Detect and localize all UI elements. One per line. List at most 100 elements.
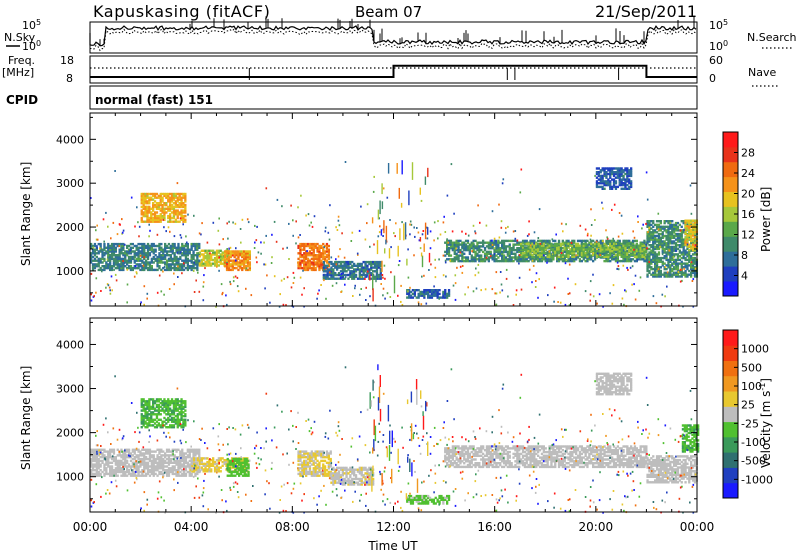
data-cell <box>648 256 651 260</box>
data-cell <box>328 277 331 280</box>
data-cell <box>126 454 129 457</box>
data-cell <box>337 273 341 277</box>
data-cell <box>639 248 642 251</box>
data-cell <box>691 260 695 263</box>
data-cell <box>614 185 618 189</box>
data-cell <box>139 259 142 262</box>
data-cell <box>620 169 623 172</box>
date-label: 21/Sep/2011 <box>595 2 697 21</box>
data-cell <box>146 213 149 216</box>
data-cell <box>648 248 650 251</box>
data-cell <box>590 239 593 243</box>
data-cell <box>137 469 140 472</box>
data-cell <box>109 450 112 453</box>
data-cell <box>641 253 644 257</box>
data-cell <box>612 182 616 185</box>
data-cell <box>428 294 432 297</box>
data-cell <box>663 251 666 254</box>
data-cell <box>560 252 563 254</box>
data-cell <box>682 262 685 265</box>
data-cell <box>573 250 576 253</box>
data-cell <box>586 258 589 261</box>
data-cell <box>550 254 553 257</box>
data-cell <box>246 252 250 255</box>
data-cell <box>542 246 545 249</box>
data-cell <box>248 257 251 261</box>
data-cell <box>240 241 242 244</box>
data-cell <box>116 470 119 474</box>
data-cell <box>609 182 612 185</box>
data-cell <box>575 250 578 253</box>
data-cell <box>434 276 437 279</box>
data-cell <box>501 182 504 185</box>
data-cell <box>531 245 534 248</box>
data-cell <box>468 252 471 255</box>
data-cell <box>219 255 222 258</box>
data-cell <box>489 247 492 250</box>
data-cell <box>221 251 224 254</box>
data-cell <box>686 223 689 227</box>
data-cell <box>563 254 566 257</box>
data-cell <box>360 205 362 208</box>
data-cell <box>447 258 451 261</box>
data-cell <box>655 223 659 227</box>
data-cell <box>582 239 585 243</box>
data-cell <box>227 255 231 259</box>
data-cell <box>95 469 98 472</box>
data-cell <box>501 239 504 243</box>
data-cell <box>150 450 153 453</box>
data-cell <box>139 454 142 457</box>
data-cell <box>210 257 213 260</box>
data-cell <box>186 242 189 246</box>
data-cell <box>327 252 330 255</box>
data-cell <box>310 266 313 270</box>
data-cell <box>107 244 110 248</box>
data-cell <box>157 214 160 218</box>
data-cell <box>622 251 625 255</box>
data-cell <box>235 261 238 264</box>
data-cell <box>686 237 689 241</box>
data-cell <box>275 240 278 243</box>
data-cell <box>97 467 100 470</box>
data-cell <box>383 220 385 234</box>
data-cell <box>635 255 638 258</box>
data-cell <box>548 241 551 244</box>
data-cell <box>542 250 545 253</box>
data-cell <box>237 254 240 257</box>
data-cell <box>323 257 327 261</box>
data-cell <box>666 285 668 288</box>
data-cell <box>139 452 142 455</box>
data-cell <box>145 265 148 268</box>
data-cell <box>493 237 496 240</box>
data-cell <box>377 273 380 277</box>
data-cell <box>325 254 329 257</box>
data-cell <box>607 248 610 251</box>
data-cell <box>226 303 228 306</box>
data-cell <box>95 291 97 294</box>
data-cell <box>165 207 168 210</box>
data-cell <box>148 470 152 474</box>
data-cell <box>133 452 136 455</box>
data-cell <box>176 209 179 212</box>
data-cell <box>118 250 121 253</box>
data-cell <box>609 176 612 179</box>
data-cell <box>455 247 457 250</box>
data-cell <box>690 258 693 262</box>
data-cell <box>221 255 224 258</box>
data-cell <box>254 241 256 244</box>
data-cell <box>671 256 674 260</box>
data-cell <box>616 242 619 246</box>
data-cell <box>645 222 647 225</box>
data-cell <box>322 273 325 277</box>
data-cell <box>671 251 674 254</box>
data-cell <box>538 239 542 243</box>
data-cell <box>370 277 373 280</box>
data-cell <box>409 290 413 294</box>
data-cell <box>630 182 633 185</box>
data-cell <box>603 244 606 247</box>
data-cell <box>691 266 695 269</box>
data-cell <box>454 298 457 301</box>
data-cell <box>232 280 235 283</box>
data-cell <box>637 258 640 261</box>
data-cell <box>109 268 112 272</box>
